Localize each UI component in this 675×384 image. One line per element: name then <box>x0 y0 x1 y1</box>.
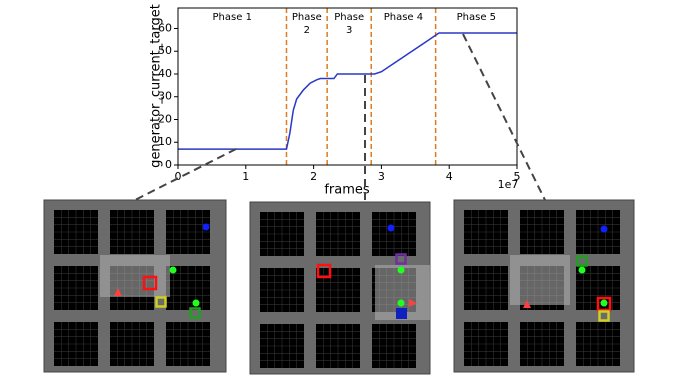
door <box>155 296 167 308</box>
door <box>576 255 588 267</box>
y-tick-label: 40 <box>158 67 172 80</box>
x-tick-label: 4 <box>446 170 453 183</box>
player <box>409 299 417 307</box>
phase-label: Phase 4 <box>384 12 423 23</box>
y-tick-label: 60 <box>158 21 172 34</box>
door <box>189 307 201 319</box>
key <box>397 266 405 274</box>
agent-goal <box>600 225 608 233</box>
x-tick-label: 3 <box>378 170 385 183</box>
agent <box>142 275 158 291</box>
x-axis-label: frames <box>324 183 370 198</box>
y-tick-label: 0 <box>165 158 172 171</box>
phase-label: Phase <box>334 12 364 23</box>
agent <box>596 296 612 312</box>
agent-goal <box>387 224 395 232</box>
x-tick-label: 0 <box>175 170 182 183</box>
y-tick-label: 30 <box>158 90 172 103</box>
y-axis-label: generator_current_target <box>149 4 164 168</box>
x-tick-label: 5 <box>514 170 521 183</box>
agent <box>316 263 332 279</box>
key <box>578 266 586 274</box>
series-line <box>178 32 517 150</box>
key <box>600 299 608 307</box>
connector <box>134 148 237 201</box>
connectors <box>134 33 546 202</box>
player <box>523 300 531 308</box>
key <box>192 299 200 307</box>
highlight <box>510 255 570 305</box>
y-tick-label: 20 <box>158 112 172 125</box>
phase-label: Phase 5 <box>457 12 496 23</box>
connector <box>462 33 546 201</box>
y-tick-label: 50 <box>158 44 172 57</box>
key <box>397 299 405 307</box>
environment-snapshots <box>43 199 635 375</box>
plot-area <box>178 8 517 165</box>
x-tick-label: 1 <box>242 170 249 183</box>
key <box>169 266 177 274</box>
phase-label: 2 <box>304 25 310 36</box>
agent-goal <box>202 223 210 231</box>
phase-label: Phase 1 <box>213 12 252 23</box>
x-tick-label: 2 <box>310 170 317 183</box>
door <box>395 253 407 265</box>
door <box>598 310 610 322</box>
player <box>114 288 122 296</box>
door <box>396 308 407 319</box>
phase-label: 3 <box>346 25 352 36</box>
phase-label: Phase <box>292 12 322 23</box>
plot-frame <box>177 7 518 166</box>
x-offset-label: 1e7 <box>498 178 519 191</box>
y-tick-label: 10 <box>158 135 172 148</box>
highlight <box>100 255 170 297</box>
